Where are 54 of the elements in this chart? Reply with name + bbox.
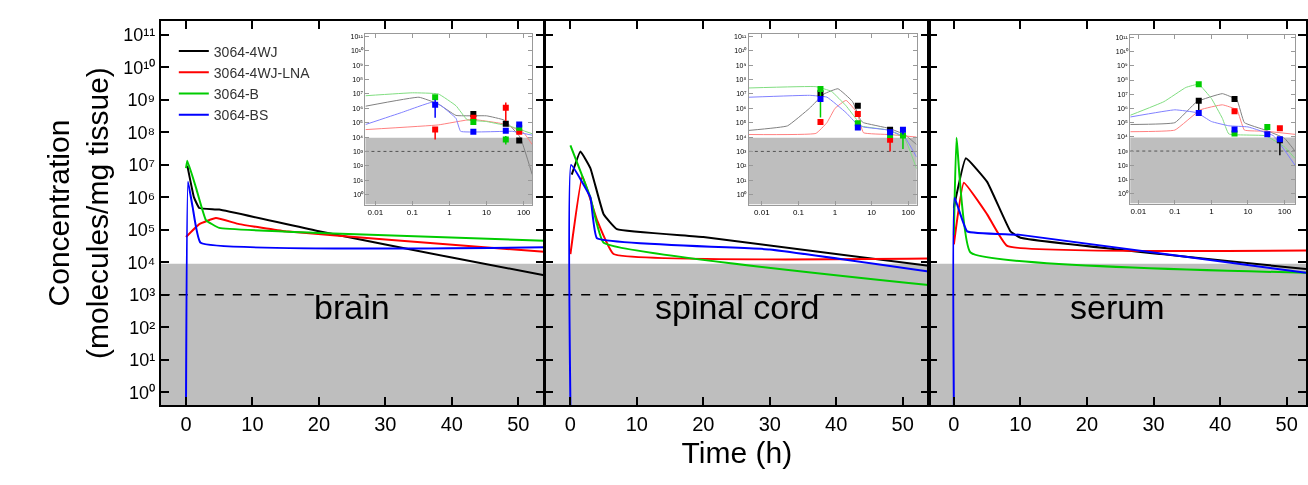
x-tick-label: 20 (307, 413, 331, 436)
x-tick-label: 1 (832, 208, 838, 218)
x-tick-label: 40 (1209, 413, 1232, 436)
y-tick-label: 10⁴ (127, 252, 156, 273)
x-tick-label: 10 (1243, 207, 1253, 217)
x-tick-label: 0 (564, 413, 576, 436)
y-tick-label: 10⁰ (129, 382, 156, 403)
x-tick-label: 30 (758, 413, 781, 436)
y-tick-label: 10⁷ (128, 155, 156, 176)
y-tick-label: 10⁸ (127, 122, 156, 143)
x-tick-label: 40 (825, 413, 848, 436)
y-tick-label: 10¹ (129, 350, 156, 371)
annotation: spinal cord (655, 288, 820, 326)
annotation: serum (1070, 288, 1165, 326)
x-tick-label: 0.01 (1130, 207, 1147, 217)
x-tick-label: 30 (374, 413, 397, 436)
x-tick-label: 1 (1209, 207, 1215, 217)
y-tick-label: 10³ (129, 285, 156, 306)
x-tick-label: 100 (901, 208, 916, 218)
x-tick-label: 0 (948, 413, 960, 436)
x-tick-label: 1 (447, 208, 453, 218)
y-tick-label: 10¹⁰ (123, 57, 156, 78)
y-tick-label: 10² (129, 317, 156, 338)
legend-label: 3064-4WJ-LNA (213, 64, 311, 81)
x-axis-title: Time (h) (681, 436, 793, 470)
y-tick-label: 10⁶ (127, 187, 156, 208)
y-tick-label: 10⁵ (127, 220, 156, 241)
y-axis-title: Concentration (molecules/mg tissue) (41, 67, 114, 359)
x-tick-label: 0 (180, 413, 192, 436)
x-tick-label: 0.01 (367, 208, 384, 218)
legend-label: 3064-B (213, 85, 259, 102)
x-tick-label: 20 (692, 413, 715, 436)
x-tick-label: 0.1 (406, 208, 419, 218)
x-tick-label: 50 (891, 413, 914, 436)
x-tick-label: 10 (1009, 413, 1032, 436)
x-tick-label: 40 (440, 413, 463, 436)
x-tick-label: 10 (482, 208, 492, 218)
x-tick-label: 100 (1277, 207, 1292, 217)
x-tick-label: 0.1 (1169, 207, 1181, 217)
legend-label: 3064-4WJ (213, 43, 278, 60)
annotation: brain (314, 288, 390, 326)
x-tick-label: 0.1 (792, 208, 805, 218)
x-tick-label: 10 (241, 413, 264, 436)
x-tick-label: 20 (1075, 413, 1099, 436)
x-tick-label: 100 (516, 208, 531, 218)
y-tick-label: 10¹¹ (123, 25, 156, 46)
x-tick-label: 0.01 (754, 208, 771, 218)
x-tick-label: 50 (507, 413, 530, 436)
y-tick-label: 10⁹ (127, 90, 156, 111)
legend-label: 3064-BS (213, 107, 269, 124)
x-tick-label: 30 (1142, 413, 1165, 436)
x-tick-label: 50 (1275, 413, 1298, 436)
x-tick-label: 10 (867, 208, 877, 218)
x-tick-label: 10 (625, 413, 648, 436)
